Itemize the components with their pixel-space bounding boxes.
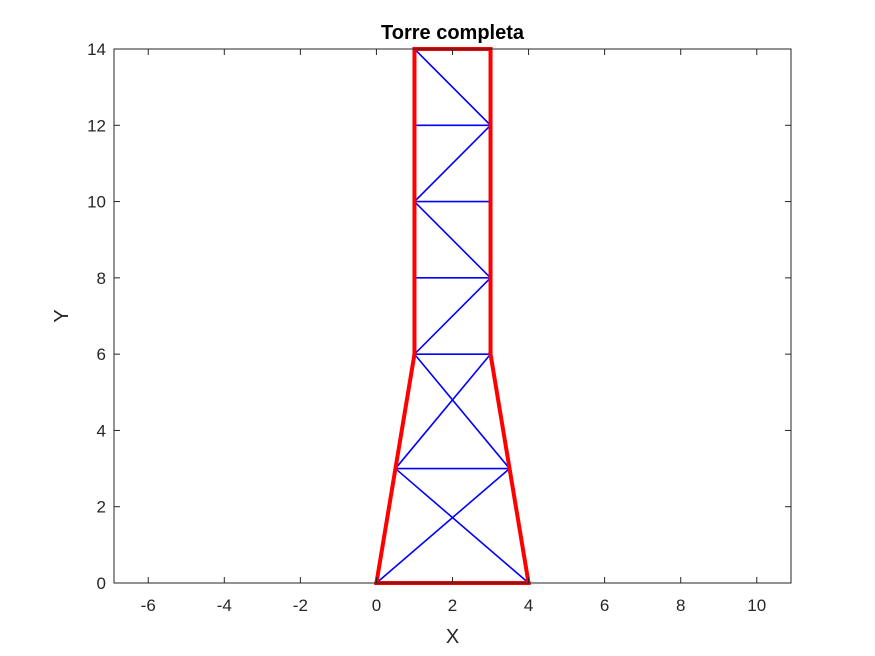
x-tick-label: 8 [676, 596, 685, 615]
series-0-segment-12 [413, 47, 492, 127]
x-tick-label: -2 [293, 596, 308, 615]
x-tick-label: -6 [141, 596, 156, 615]
y-tick-label: 6 [97, 345, 106, 364]
y-tick-label: 0 [97, 574, 106, 593]
tick-layer: -6 -4 -2 0 2 4 6 8 10 0 2 4 6 8 10 12 14 [87, 40, 791, 615]
series-1-segment-1 [374, 351, 417, 586]
y-tick-label: 14 [87, 40, 106, 59]
y-tick-label: 10 [87, 193, 106, 212]
series-0-segment-0 [375, 467, 511, 585]
series-0-segment-6 [413, 276, 492, 356]
y-tick-label: 2 [97, 498, 106, 517]
y-tick-label: 8 [97, 269, 106, 288]
chart-title: Torre completa [381, 22, 525, 44]
series-0 [375, 47, 530, 585]
series-0-segment-10 [413, 124, 492, 203]
x-tick-label: 4 [524, 596, 533, 615]
series-0-segment-8 [413, 200, 492, 279]
x-tick-label: 6 [600, 596, 609, 615]
y-tick-label: 4 [97, 421, 106, 440]
x-tick-label: 2 [448, 596, 457, 615]
series-0-segment-4 [413, 353, 511, 470]
y-axis-label: Y [51, 309, 73, 322]
x-axis-label: X [446, 626, 459, 648]
series-1-segment-2 [488, 351, 531, 586]
series-0-segment-1 [394, 467, 530, 585]
x-tick-label: 10 [747, 596, 766, 615]
x-tick-label: 0 [372, 596, 381, 615]
x-tick-label: -4 [217, 596, 232, 615]
y-tick-label: 12 [87, 116, 106, 135]
series-0-segment-3 [394, 353, 492, 470]
